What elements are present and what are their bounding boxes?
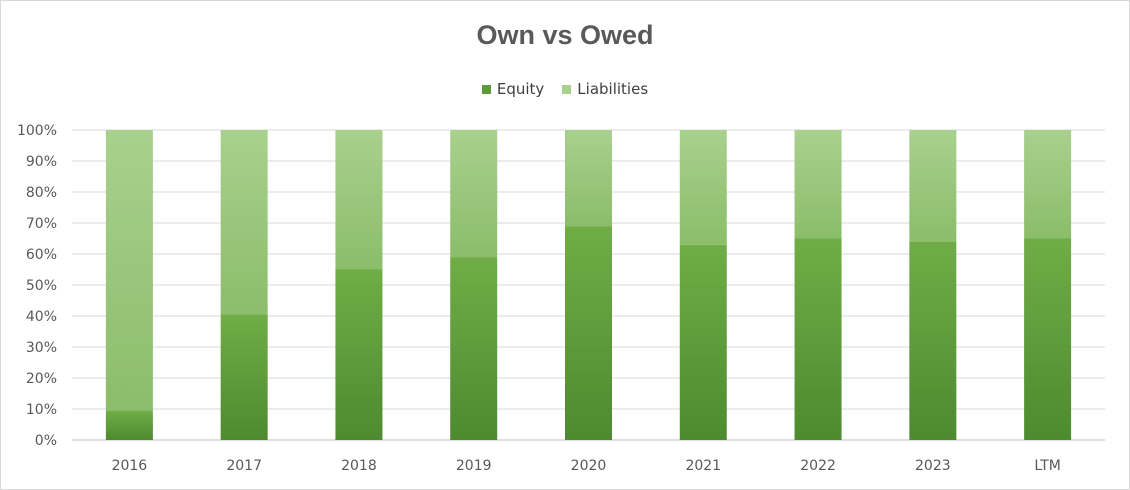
bar-liabilities-2021: [679, 130, 727, 245]
bar-liabilities-2019: [450, 130, 498, 258]
y-tick-label: 30%: [26, 340, 57, 356]
bar-liabilities-2023: [909, 130, 957, 242]
bar-equity-2017: [220, 314, 268, 440]
legend-label-equity: Equity: [496, 80, 545, 98]
bar-liabilities-2022: [794, 130, 842, 239]
bar-equity-2020: [565, 226, 612, 440]
y-tick-label: 10%: [26, 402, 57, 418]
bar-equity-2023: [909, 241, 957, 440]
legend-item-liabilities: Liabilities: [562, 80, 648, 98]
bars: [105, 130, 1072, 440]
y-tick-label: 0%: [35, 433, 57, 449]
y-tick-label: 60%: [26, 247, 57, 263]
chart-legend: Equity Liabilities: [0, 80, 1130, 98]
legend-swatch-liabilities: [562, 84, 572, 94]
x-tick-label: 2020: [571, 458, 607, 474]
chart-title: Own vs Owed: [476, 20, 654, 50]
legend-swatch-equity: [481, 84, 491, 94]
bar-equity-ltm: [1024, 238, 1072, 440]
bar-equity-2022: [794, 238, 842, 440]
x-tick-label: 2021: [685, 458, 721, 474]
x-tick-label: LTM: [1034, 458, 1061, 474]
bar-equity-2019: [450, 257, 498, 440]
x-tick-label: 2022: [800, 458, 836, 474]
x-tick-label: 2023: [915, 458, 951, 474]
bar-equity-2016: [105, 410, 153, 440]
x-tick-label: 2017: [226, 458, 262, 474]
x-tick-label: 2016: [112, 458, 148, 474]
y-tick-label: 80%: [26, 185, 57, 201]
y-tick-label: 100%: [17, 123, 57, 139]
y-tick-label: 40%: [26, 309, 57, 325]
y-tick-label: 90%: [26, 154, 57, 170]
bar-liabilities-2020: [565, 130, 612, 227]
x-tick-label: 2018: [341, 458, 377, 474]
bar-liabilities-2017: [220, 130, 268, 315]
bar-liabilities-2016: [105, 130, 153, 411]
bar-liabilities-2018: [335, 130, 383, 270]
x-axis-labels: 2016 2017 2018 2019 2020 2021 2022 2023 LTM: [112, 458, 1061, 474]
y-tick-label: 20%: [26, 371, 57, 387]
y-axis-labels: 0% 10% 20% 30% 40% 50% 60% 70% 80% 90% 100%: [17, 123, 57, 449]
y-tick-label: 50%: [26, 278, 57, 294]
y-tick-label: 70%: [26, 216, 57, 232]
bar-equity-2021: [679, 244, 727, 440]
x-tick-label: 2019: [456, 458, 492, 474]
legend-label-liabilities: Liabilities: [577, 80, 649, 98]
legend-item-equity: Equity: [481, 80, 545, 98]
bar-equity-2018: [335, 269, 383, 440]
bar-liabilities-ltm: [1024, 130, 1072, 239]
